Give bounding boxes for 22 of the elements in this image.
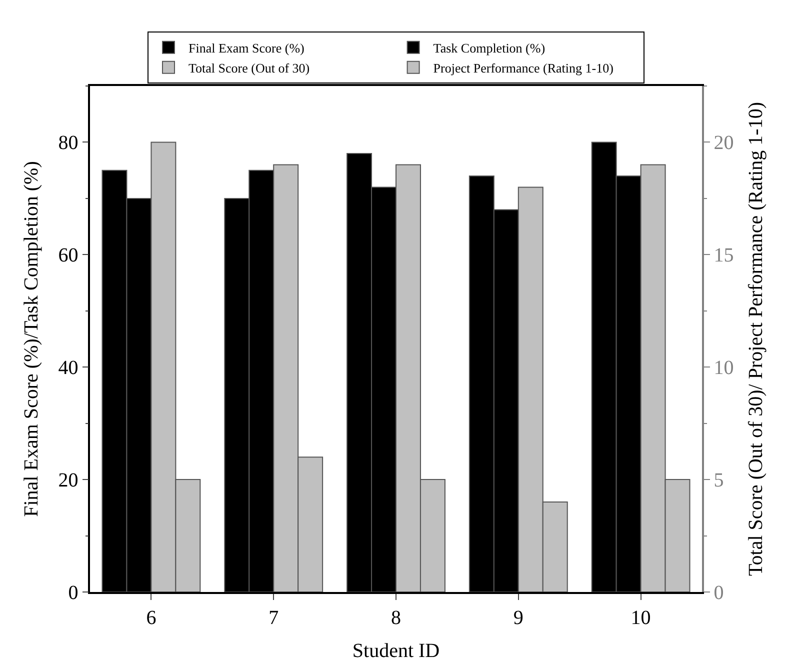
legend-label: Final Exam Score (%)	[188, 40, 304, 56]
x-tick-label: 7	[268, 606, 279, 629]
x-tick-label: 9	[513, 606, 524, 629]
y-tick-label: 20	[58, 470, 78, 492]
y-tick-label: 80	[58, 132, 78, 154]
y2-tick-label: 10	[714, 357, 734, 380]
legend-label: Total Score (Out of 30)	[188, 60, 310, 76]
x-tick-label: 6	[146, 606, 156, 629]
y2-tick-label: 5	[714, 470, 724, 492]
y2-tick-label: 20	[714, 132, 734, 154]
x-tick-label: 10	[630, 606, 651, 629]
x-tick-label: 8	[391, 606, 401, 629]
y-tick-label: 40	[58, 357, 78, 380]
y2-tick-label: 0	[714, 582, 724, 604]
y-axis-title: Final Exam Score (%)/Task Completion (%)	[20, 161, 42, 517]
legend-label: Project Performance (Rating 1-10)	[433, 60, 614, 76]
x-axis-title: Student ID	[352, 640, 440, 662]
y2-tick-label: 15	[714, 244, 734, 267]
legend-label: Task Completion (%)	[433, 40, 546, 56]
y-tick-label: 0	[68, 582, 78, 604]
y2-axis-title: Total Score (Out of 30)/ Project Performance (Rating 1-10)	[744, 102, 767, 576]
y-tick-label: 60	[58, 244, 78, 267]
